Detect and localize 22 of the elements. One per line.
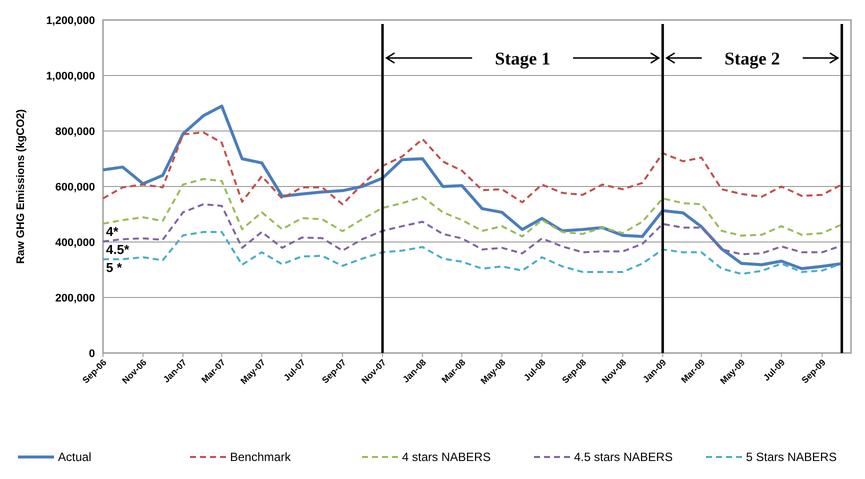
- line-series: [102, 203, 843, 256]
- y-tick-label: 1,000,000: [46, 70, 95, 82]
- legend-label: 4.5 stars NABERS: [574, 450, 673, 464]
- line-series: [102, 178, 843, 238]
- legend-label: 4 stars NABERS: [402, 450, 491, 464]
- ref-line-label: Stage 2: [724, 48, 780, 68]
- y-axis-title: Raw GHG Emissions (kgCO2): [15, 108, 27, 264]
- line-series: [102, 131, 843, 206]
- annotation: 5 *: [106, 260, 123, 275]
- legend-label: Actual: [58, 450, 92, 464]
- legend-label: Benchmark: [230, 450, 292, 464]
- line-series: [102, 104, 844, 270]
- y-tick-label: 800,000: [55, 126, 95, 138]
- y-tick-label: 1,200,000: [46, 14, 95, 27]
- y-tick-label: 0: [88, 348, 95, 360]
- legend-label: 5 Stars NABERS: [746, 450, 837, 464]
- ref-line-label: Stage 1: [494, 48, 550, 68]
- annotation: 4.5*: [106, 242, 130, 257]
- y-tick-label: 200,000: [55, 292, 95, 304]
- annotation: 4*: [106, 224, 120, 240]
- y-tick-label: 400,000: [55, 236, 95, 249]
- y-tick-label: 600,000: [55, 181, 95, 194]
